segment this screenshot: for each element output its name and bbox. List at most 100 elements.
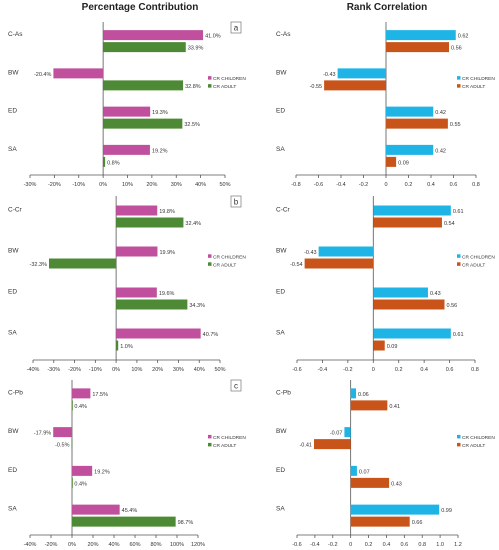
chart4-bar-children <box>373 205 451 216</box>
chart6-category-label: SA <box>276 506 285 513</box>
chart5-data-label: 0.4% <box>74 481 87 487</box>
chart4-x-tick-label: -0.4 <box>318 367 327 373</box>
chart2-bar-adult <box>386 118 448 129</box>
chart5-x-tick-label: 80% <box>150 542 161 548</box>
chart2-legend-swatch <box>457 84 461 88</box>
chart1-category-label: BW <box>8 69 19 76</box>
chart3-data-label: 34.3% <box>189 303 205 309</box>
chart3-x-tick-label: -10% <box>89 367 102 373</box>
chart2-data-label: -0.43 <box>323 72 336 78</box>
chart2-x-tick-label: 0.2 <box>405 182 413 188</box>
chart1-data-label: 41.0% <box>205 34 221 40</box>
chart1-data-label: 32.5% <box>184 122 200 128</box>
chart4-data-label: -0.43 <box>304 250 317 256</box>
chart1-legend-swatch <box>208 84 212 88</box>
chart3-bar-children <box>116 205 158 216</box>
chart3-bar-children <box>116 287 157 298</box>
chart4-x-tick-label: -0.2 <box>343 367 352 373</box>
chart6-bar-children <box>350 504 440 515</box>
chart3-bar-adult <box>116 299 188 310</box>
rank-correlation-heading: Rank Correlation <box>346 2 428 13</box>
chart4-category-label: ED <box>276 289 285 296</box>
chart2-bar-adult <box>386 42 449 53</box>
chart1-category-label: C-As <box>8 31 23 38</box>
chart4-data-label: 0.09 <box>387 344 398 350</box>
chart2-legend-label: CR ADULT <box>462 84 485 90</box>
chart3-bar-adult <box>116 340 119 351</box>
chart6-x-tick-label: 0.6 <box>401 542 409 548</box>
chart1-bar-adult <box>103 118 183 129</box>
chart4-data-label: 0.56 <box>446 303 457 309</box>
chart2-data-label: 0.42 <box>435 110 446 116</box>
chart4-category-label: SA <box>276 330 285 337</box>
chart5-x-tick-label: 60% <box>129 542 140 548</box>
chart4-category-label: BW <box>276 248 287 255</box>
chart5-legend-swatch <box>208 442 212 447</box>
chart5-category-label: C-Pb <box>8 389 23 396</box>
chart6-bar-adult <box>350 477 390 488</box>
chart5-data-label: 45.4% <box>122 508 138 514</box>
panel-label: a <box>234 24 239 33</box>
chart4-bar-adult <box>373 340 385 351</box>
chart1-legend-label: CR CHILDREN <box>213 76 246 82</box>
chart1-x-tick-label: 50% <box>219 182 230 188</box>
chart2-x-tick-label: -0.2 <box>359 182 368 188</box>
chart5-data-label: 0.4% <box>74 404 87 410</box>
chart2-bar-adult <box>324 80 386 91</box>
chart2-x-tick-label: 0.6 <box>450 182 458 188</box>
chart6-x-tick-label: 0.2 <box>365 542 373 548</box>
chart4-x-tick-label: 0.6 <box>446 367 454 373</box>
chart3-data-label: 19.9% <box>159 250 175 256</box>
panel-label-box <box>230 379 242 392</box>
chart3-data-label: 32.4% <box>185 221 201 227</box>
chart6-bar-adult <box>313 439 351 450</box>
chart6-data-label: 0.99 <box>441 508 452 514</box>
chart4-x-tick-label: 0.8 <box>471 367 479 373</box>
chart6-legend-label: CR ADULT <box>462 443 485 449</box>
percentage-contribution-heading: Percentage Contribution <box>81 2 199 13</box>
chart6-x-tick-label: 1.0 <box>436 542 444 548</box>
chart5-x-tick-label: 40% <box>108 542 119 548</box>
chart4-legend-swatch <box>457 254 461 258</box>
chart6-bar-children <box>344 427 351 438</box>
chart3-data-label: 19.8% <box>159 209 175 215</box>
chart2-bar-children <box>386 106 434 117</box>
chart2-x-tick-label: 0.4 <box>427 182 435 188</box>
chart5-x-tick-label: 0% <box>68 542 76 548</box>
chart3-x-tick-label: 10% <box>131 367 142 373</box>
panel-label-box <box>230 195 242 208</box>
chart2-x-tick-label: -0.6 <box>314 182 323 188</box>
chart1-legend-label: CR ADULT <box>213 84 236 90</box>
chart5-bar-children <box>72 388 91 399</box>
chart3-bar-adult <box>48 258 117 269</box>
chart5-x-tick-label: 100% <box>170 542 184 548</box>
chart6-x-tick-label: 0 <box>349 542 352 548</box>
chart2-category-label: SA <box>276 146 285 153</box>
chart3-bar-children <box>116 328 201 339</box>
chart1-x-tick-label: 0% <box>99 182 107 188</box>
chart4-bar-adult <box>373 299 445 310</box>
chart2-data-label: -0.55 <box>310 84 323 90</box>
chart2-x-tick-label: 0 <box>384 182 387 188</box>
chart3-category-label: C-Cr <box>8 207 23 214</box>
chart5-x-tick-label: 120% <box>191 542 205 548</box>
chart2-category-label: C-As <box>276 31 291 38</box>
chart1-x-tick-label: 20% <box>146 182 157 188</box>
chart1-bar-children <box>103 106 151 117</box>
chart4-x-tick-label: 0.2 <box>395 367 403 373</box>
chart1-data-label: 33.9% <box>188 46 204 52</box>
chart6-bar-children <box>350 388 357 399</box>
chart1-x-tick-label: -10% <box>72 182 85 188</box>
chart2-bar-adult <box>386 156 397 167</box>
chart6-data-label: -0.07 <box>330 431 343 437</box>
chart4-bar-children <box>373 328 451 339</box>
chart3-category-label: ED <box>8 289 17 296</box>
chart6-data-label: 0.06 <box>358 392 369 398</box>
chart1-x-tick-label: 10% <box>122 182 133 188</box>
chart1-bar-children <box>103 144 150 155</box>
chart2-data-label: 0.55 <box>450 122 461 128</box>
chart6-data-label: 0.43 <box>391 481 402 487</box>
chart4-legend-label: CR CHILDREN <box>462 254 495 260</box>
chart5-bar-adult <box>72 400 73 411</box>
chart6-legend-label: CR CHILDREN <box>462 435 495 441</box>
